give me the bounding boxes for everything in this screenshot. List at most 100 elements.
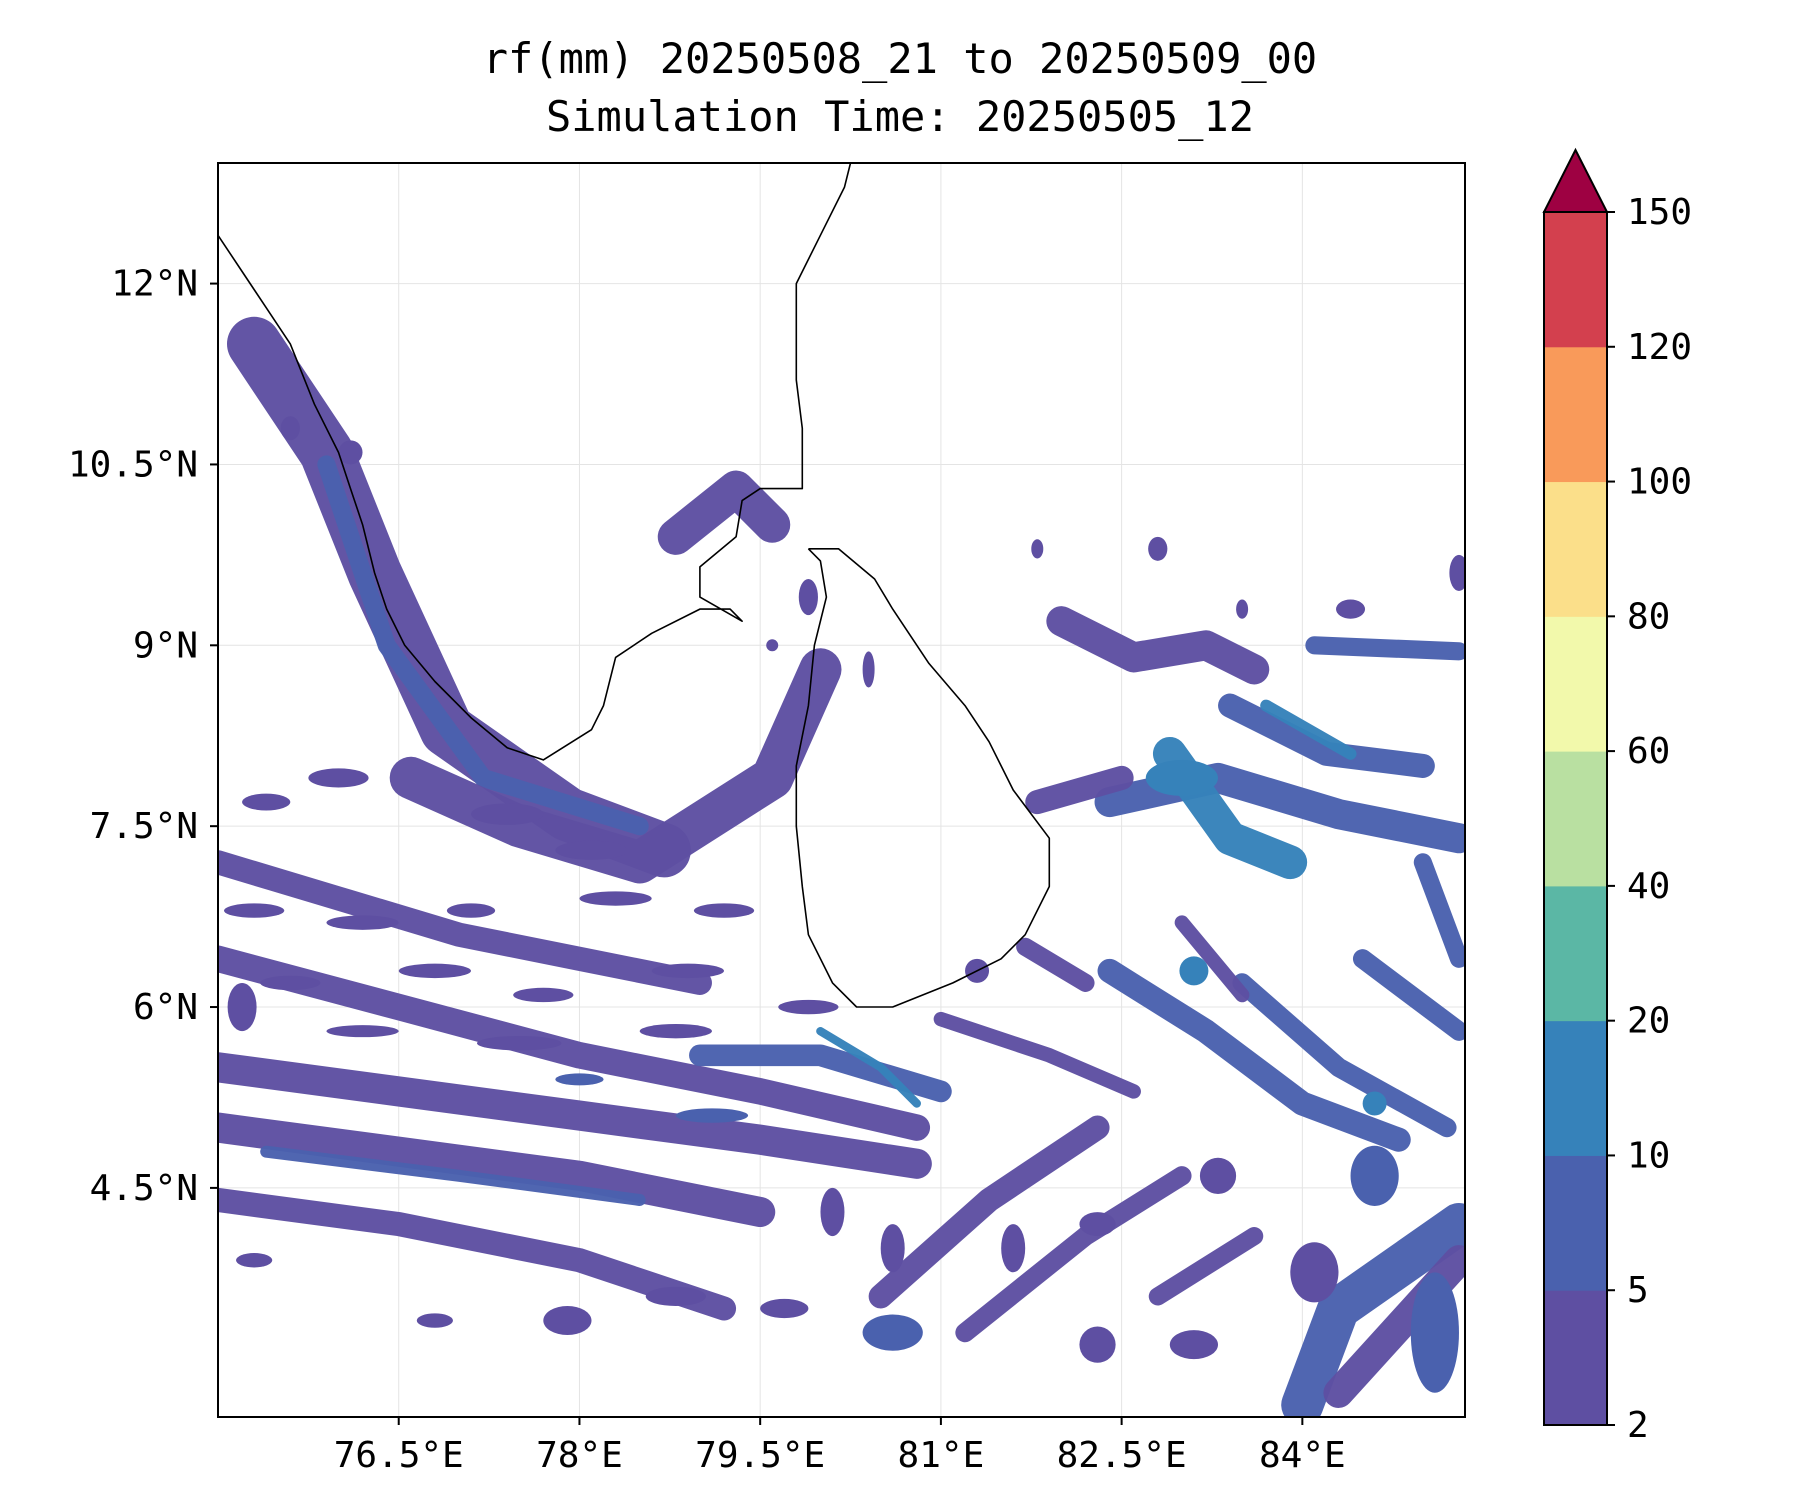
colorbar-label: 2 bbox=[1627, 1405, 1649, 1446]
rain-cell bbox=[477, 1036, 562, 1051]
rain-cell bbox=[1169, 1330, 1219, 1360]
colorbar-label: 40 bbox=[1627, 866, 1670, 907]
colorbar-label: 150 bbox=[1627, 192, 1692, 233]
colorbar: 2 5 10 20 40 60 80 100 120 150 bbox=[1542, 147, 1692, 1446]
rain-cell bbox=[416, 1313, 453, 1328]
lon-tick-label: 84°E bbox=[1259, 1435, 1346, 1476]
colorbar-segment bbox=[1544, 751, 1607, 887]
coastline bbox=[218, 163, 1051, 1008]
rain-band bbox=[1281, 1203, 1465, 1417]
colorbar-segment bbox=[1544, 1155, 1607, 1291]
rain-cell bbox=[760, 1298, 809, 1319]
rain-cell bbox=[398, 963, 471, 979]
rain-band bbox=[1025, 765, 1134, 815]
rain-cell bbox=[693, 903, 755, 918]
colorbar-extend-arrow bbox=[1542, 147, 1609, 213]
rainfall-field bbox=[218, 316, 1465, 1417]
rain-cell bbox=[1362, 1091, 1387, 1116]
axis-ticks: 76.5°E 78°E 79.5°E 81°E 82.5°E 84°E 12°N 10.5°N… bbox=[68, 264, 1346, 1476]
rain-band bbox=[1148, 1227, 1264, 1306]
rain-cell bbox=[224, 903, 285, 918]
rain-cell bbox=[1449, 554, 1465, 592]
rain-cell bbox=[471, 803, 544, 825]
rain-cell bbox=[1336, 599, 1366, 619]
rain-cell bbox=[820, 1187, 845, 1237]
rain-cell bbox=[798, 578, 818, 616]
rain-cell bbox=[862, 651, 875, 688]
rain-cell bbox=[260, 975, 321, 991]
rain-cell bbox=[1145, 759, 1218, 797]
rain-band bbox=[218, 945, 931, 1141]
lat-tick-label: 4.5°N bbox=[90, 1168, 198, 1209]
rain-cell bbox=[1350, 1145, 1399, 1206]
rain-band bbox=[955, 1166, 1192, 1343]
rain-cell bbox=[651, 963, 724, 979]
rain-band bbox=[1218, 693, 1435, 778]
lon-tick-label: 81°E bbox=[898, 1435, 985, 1476]
rain-cell bbox=[1290, 1242, 1339, 1303]
lat-tick-label: 12°N bbox=[111, 264, 198, 305]
rain-band bbox=[317, 455, 649, 836]
rain-cell bbox=[543, 1306, 592, 1336]
rain-cell bbox=[555, 1073, 604, 1086]
lon-tick-label: 79.5°E bbox=[695, 1435, 825, 1476]
rain-band bbox=[1016, 937, 1095, 992]
lon-tick-label: 82.5°E bbox=[1057, 1435, 1187, 1476]
lat-tick-label: 7.5°N bbox=[90, 806, 198, 847]
rain-cell bbox=[778, 999, 839, 1015]
rain-band bbox=[218, 850, 712, 995]
colorbar-frame bbox=[1543, 211, 1608, 1426]
colorbar-label: 120 bbox=[1627, 327, 1692, 368]
colorbar-label: 80 bbox=[1627, 596, 1670, 637]
colorbar-segment bbox=[1544, 616, 1607, 752]
rain-band bbox=[1174, 915, 1250, 1003]
rain-band bbox=[1097, 958, 1411, 1152]
rain-band bbox=[868, 1115, 1110, 1309]
colorbar-label: 100 bbox=[1627, 462, 1692, 503]
coastline-path bbox=[795, 548, 1051, 1008]
rain-cell bbox=[338, 440, 363, 465]
colorbar-label: 5 bbox=[1627, 1270, 1649, 1311]
rain-band bbox=[933, 1011, 1141, 1099]
rain-cell bbox=[227, 982, 257, 1032]
rain-band bbox=[260, 1145, 646, 1206]
map-title: rf(mm) 20250508_21 to 20250509_00 bbox=[482, 34, 1318, 83]
rain-cell bbox=[675, 1108, 749, 1123]
lon-tick-label: 78°E bbox=[536, 1435, 623, 1476]
colorbar-segment bbox=[1544, 1290, 1607, 1426]
rain-band bbox=[218, 1112, 776, 1228]
rain-cell bbox=[1410, 1272, 1459, 1393]
rain-cell bbox=[326, 915, 399, 930]
rain-cell bbox=[242, 793, 291, 811]
rain-cell bbox=[1179, 956, 1209, 986]
lon-tick-label: 76.5°E bbox=[334, 1435, 464, 1476]
rain-cell bbox=[1079, 1212, 1116, 1237]
rain-cell bbox=[862, 1314, 923, 1351]
colorbar-segment bbox=[1544, 481, 1607, 617]
map-frame bbox=[217, 162, 1466, 1418]
rain-cell bbox=[236, 1253, 273, 1268]
rain-cell bbox=[1148, 536, 1168, 561]
colorbar-segment bbox=[1544, 885, 1607, 1022]
rain-band bbox=[1232, 973, 1457, 1138]
rain-cell bbox=[1236, 599, 1249, 619]
lat-tick-label: 9°N bbox=[133, 625, 198, 666]
map-subtitle: Simulation Time: 20250505_12 bbox=[545, 92, 1254, 141]
colorbar-segment bbox=[1544, 1020, 1607, 1156]
rain-cell bbox=[1079, 1326, 1116, 1363]
rain-cell bbox=[639, 1023, 712, 1039]
rain-cell bbox=[1031, 539, 1044, 559]
rain-cell bbox=[308, 768, 369, 788]
rain-band bbox=[1305, 636, 1465, 661]
rain-band bbox=[1413, 853, 1465, 968]
rain-band bbox=[1260, 699, 1357, 760]
rain-band bbox=[657, 470, 791, 555]
colorbar-segment bbox=[1544, 346, 1607, 483]
rain-band bbox=[218, 1052, 932, 1179]
rain-band bbox=[1352, 949, 1465, 1041]
rain-band bbox=[816, 1027, 921, 1108]
colorbar-label: 20 bbox=[1627, 1001, 1670, 1042]
rain-cell bbox=[766, 639, 779, 652]
gridlines bbox=[218, 163, 1465, 1417]
colorbar-segment bbox=[1544, 212, 1607, 348]
